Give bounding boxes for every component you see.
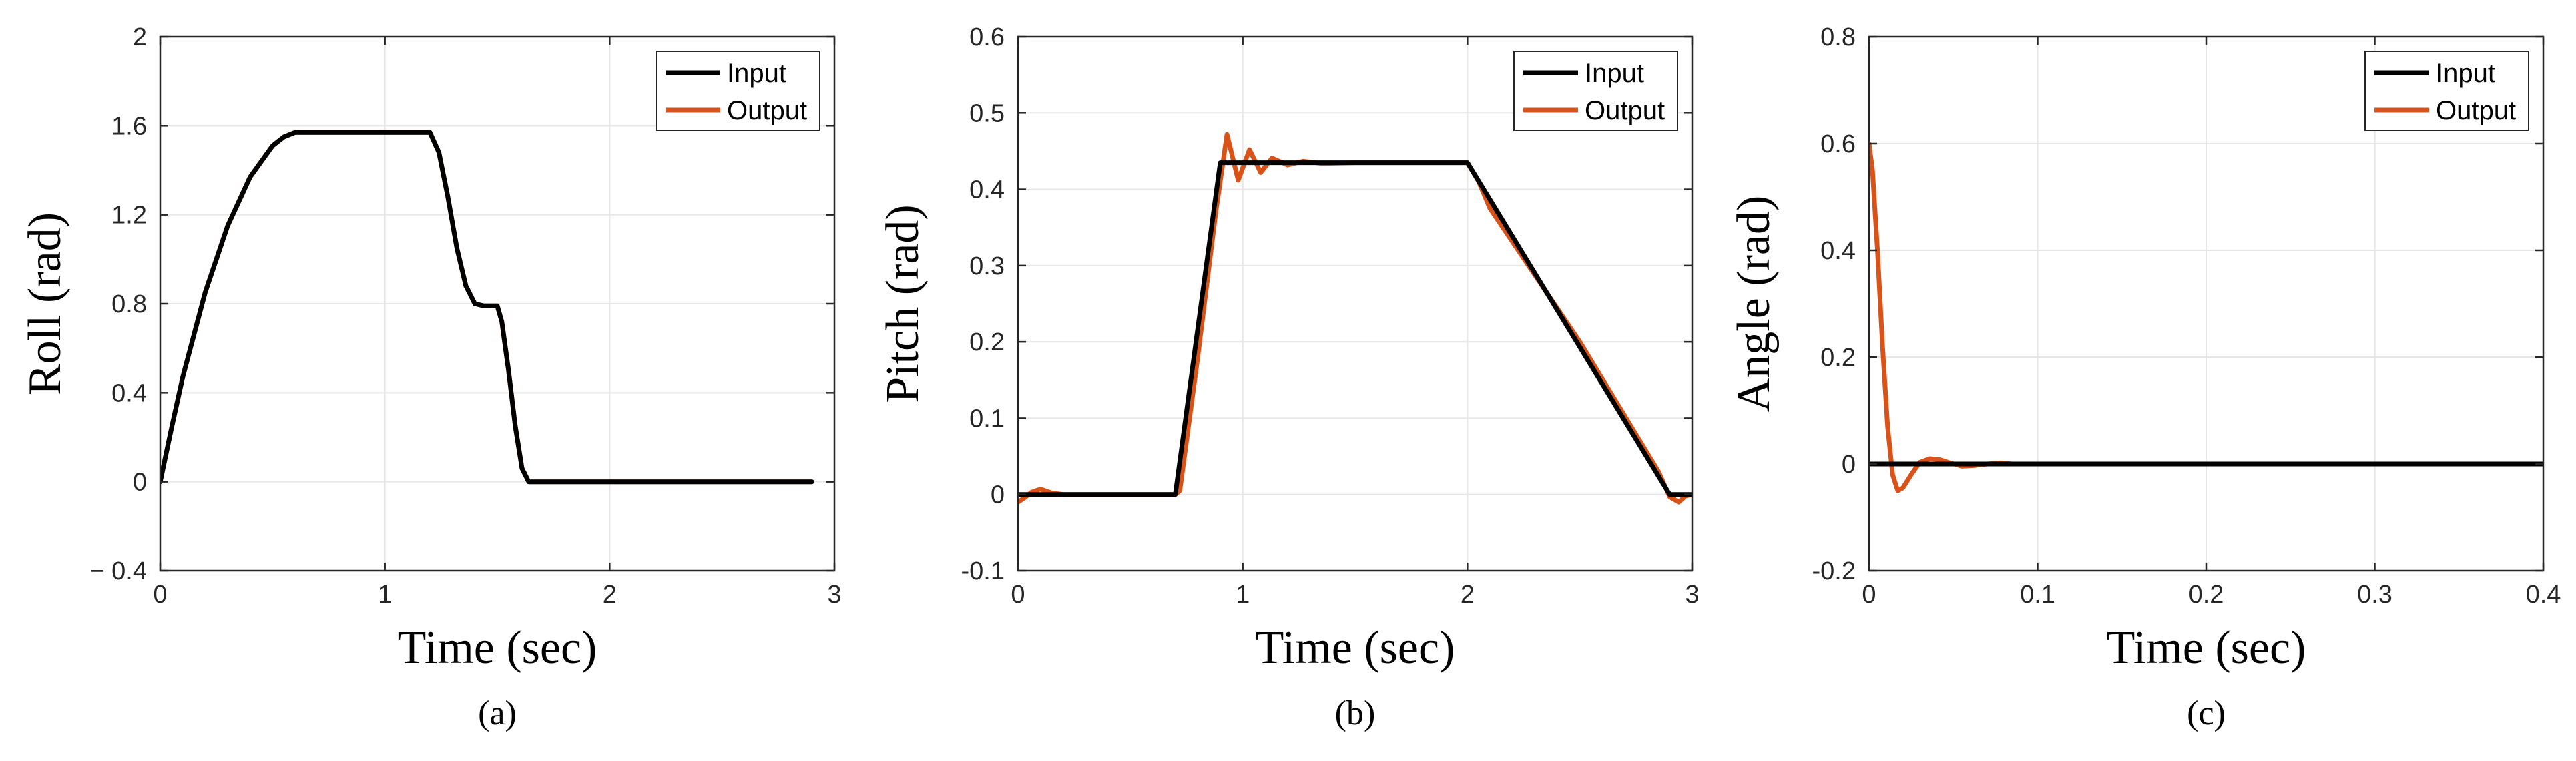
y-tick-label: 0.6 [969,23,1005,51]
legend-box [656,51,820,131]
y-axis-label: Pitch (rad) [877,204,929,403]
y-tick-label: -0.2 [1812,557,1856,585]
legend-box [1513,51,1678,131]
y-tick-label: 0.4 [111,379,147,407]
y-axis-label: Roll (rad) [19,212,71,395]
y-tick-label: 0 [1842,451,1856,479]
legend-label-output: Output [727,96,807,125]
y-tick-label: 0.3 [969,252,1005,280]
x-tick-label: 2 [1461,581,1475,609]
x-tick-label: 1 [1236,581,1250,609]
y-tick-label: 0.1 [969,405,1005,433]
x-tick-label: 3 [1685,581,1699,609]
axes-box [1017,35,1694,572]
y-tick-label: 0 [991,481,1005,509]
x-tick-label: 1 [378,581,392,609]
x-tick-label: 2 [603,581,617,609]
y-tick-label: 2 [133,23,147,51]
y-tick-label: 0.2 [969,328,1005,356]
y-tick-label: − 0.4 [89,557,147,585]
x-axis-label: Time (sec) [1256,622,1455,674]
legend-box [2364,51,2529,131]
legend-label-output: Output [2436,96,2516,125]
legend-label-input: Input [727,59,786,88]
x-tick-label: 0.2 [2189,581,2224,609]
legend-label-input: Input [1585,59,1644,88]
legend: Input Output [1513,51,1678,131]
y-tick-label: 0.5 [969,99,1005,128]
y-tick-label: 0.6 [1820,130,1856,158]
y-tick-label: -0.1 [961,557,1005,585]
y-axis-label: Angle (rad) [1728,196,1780,413]
series-line-input [160,130,814,485]
x-tick-label: 0.4 [2526,581,2561,609]
x-tick-label: 0.1 [2020,581,2055,609]
y-tick-label: 0 [133,469,147,497]
legend-label-output: Output [1585,96,1665,125]
y-tick-label: 0.4 [1820,237,1856,265]
y-tick-label: 0.4 [969,176,1005,204]
legend: Input Output [2364,51,2529,131]
legend-label-input: Input [2436,59,2495,88]
panel-caption: (a) [478,694,517,732]
series-line-input [1018,160,1692,497]
y-tick-label: 1.2 [111,202,147,230]
x-tick-label: 0 [153,581,167,609]
x-axis-label: Time (sec) [2107,622,2306,674]
x-tick-label: 0 [1862,581,1876,609]
x-axis-label: Time (sec) [398,622,597,674]
x-tick-label: 0.3 [2357,581,2392,609]
y-tick-label: 0.2 [1820,344,1856,372]
legend: Input Output [656,51,820,131]
x-tick-label: 0 [1011,581,1025,609]
y-tick-label: 1.6 [111,112,147,140]
panel-caption: (b) [1335,694,1376,732]
x-tick-label: 3 [827,581,841,609]
panel-caption: (c) [2187,694,2226,732]
y-tick-label: 0.8 [111,290,147,318]
y-tick-label: 0.8 [1820,23,1856,51]
